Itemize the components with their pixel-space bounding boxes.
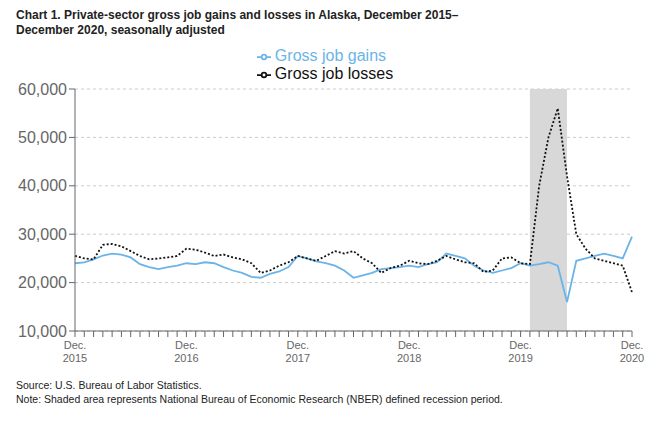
html-text:Chart 1. Private-sector gross: Chart 1. Private-sector gross job gains … — [16, 8, 459, 37]
svg-text:40,000: 40,000 — [18, 177, 67, 194]
svg-text:Dec.2018: Dec.2018 — [397, 339, 421, 364]
svg-text:Dec.2015: Dec.2015 — [63, 339, 87, 364]
html-text:Source: U.S. Bureau of Labor S: Source: U.S. Bureau of Labor Statistics. — [16, 379, 202, 391]
svg-text:60,000: 60,000 — [18, 81, 67, 98]
svg-text:10,000: 10,000 — [18, 323, 67, 340]
html-text:Note: Shaded area represents N: Note: Shaded area represents National Bu… — [16, 393, 503, 405]
html-text:Gross job losses: Gross job losses — [274, 65, 394, 82]
html-text:Gross job gains: Gross job gains — [274, 47, 386, 64]
svg-text:30,000: 30,000 — [18, 226, 67, 243]
svg-text:Dec.2016: Dec.2016 — [174, 339, 198, 364]
svg-text:50,000: 50,000 — [18, 129, 67, 146]
svg-text:Dec.2017: Dec.2017 — [286, 339, 310, 364]
svg-text:Dec.2019: Dec.2019 — [508, 339, 532, 364]
svg-text:Dec.2020: Dec.2020 — [620, 339, 644, 364]
svg-text:20,000: 20,000 — [18, 274, 67, 291]
